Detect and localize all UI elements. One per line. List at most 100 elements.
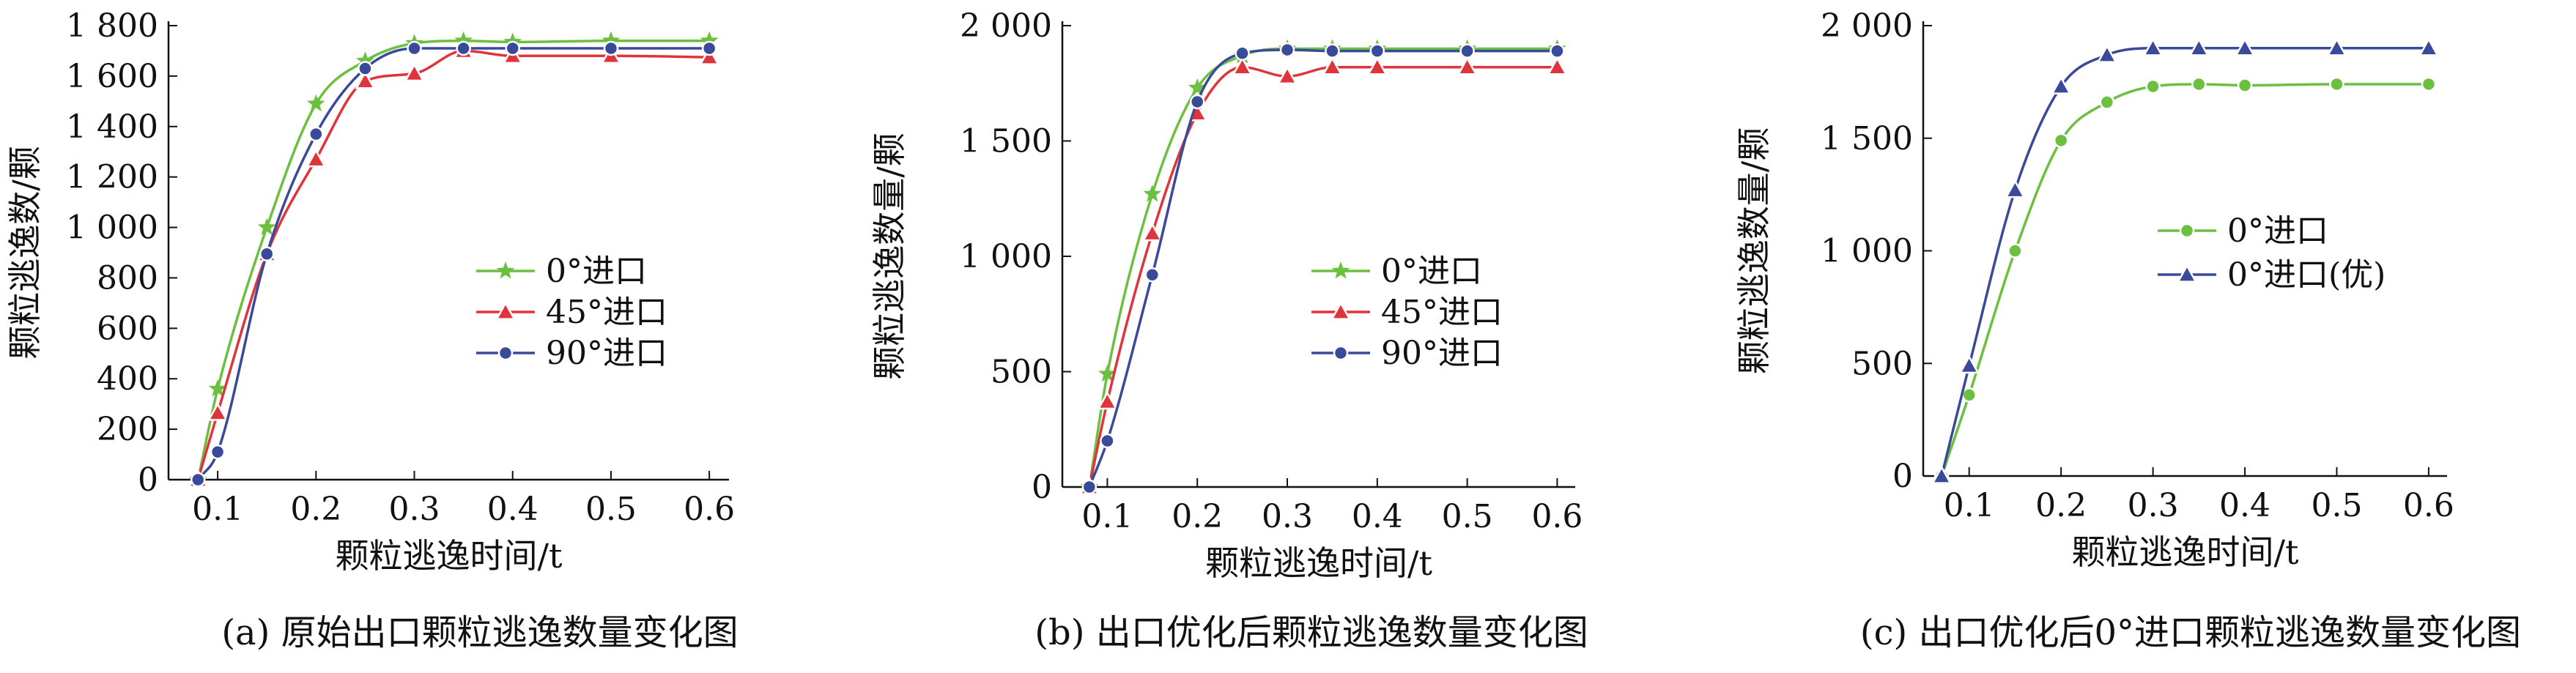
data-point	[2418, 37, 2440, 56]
x-tick-label: 0.6	[2403, 487, 2454, 524]
data-point	[1188, 78, 1207, 96]
data-point	[602, 31, 621, 49]
data-point	[2234, 37, 2256, 56]
data-point	[699, 46, 720, 65]
data-point	[1098, 364, 1117, 382]
data-point	[456, 40, 471, 56]
data-point	[1931, 465, 1953, 484]
x-tick-label: 0.5	[585, 491, 637, 528]
chart-a: 0.1 0.2 0.3 0.4 0.5 0.6 0 200 400 600 800 1 000 1 20…	[5, 7, 739, 653]
x-tick-label: 0.2	[1172, 498, 1223, 535]
legend: 0°进口 45°进口 90°进口	[476, 253, 667, 372]
x-axis-title: 颗粒逃逸时间/t	[1205, 543, 1432, 583]
x-tick-label: 0.4	[1352, 498, 1403, 535]
x-tick-label: 0.1	[1944, 487, 1995, 524]
y-tick-label: 1 500	[1821, 120, 1913, 157]
y-tick-label: 200	[97, 411, 158, 448]
data-point	[1322, 56, 1343, 75]
data-point	[355, 70, 376, 89]
legend-label: 0°进口	[2227, 212, 2328, 250]
y-tick-label: 800	[97, 259, 158, 297]
data-point	[1189, 94, 1205, 110]
data-point	[1958, 354, 1980, 374]
data-point	[1081, 479, 1098, 495]
data-point	[603, 40, 619, 56]
x-axis-title: 颗粒逃逸时间/t	[336, 536, 563, 576]
data-point	[1097, 390, 1118, 410]
y-tick-label: 0	[138, 461, 158, 499]
legend-marker	[496, 261, 515, 279]
x-tick-label: 0.4	[2219, 487, 2270, 524]
y-tick-label: 500	[1851, 345, 1913, 382]
data-point	[407, 40, 422, 56]
data-point	[2051, 75, 2072, 94]
legend-label: 45°进口	[1381, 294, 1503, 331]
x-tick-label: 0.5	[2311, 487, 2362, 524]
data-point	[1279, 42, 1295, 58]
x-tick-label: 0.3	[389, 491, 440, 528]
data-point	[308, 126, 324, 142]
data-point	[1235, 45, 1250, 62]
caption: (c) 出口优化后0°进口颗粒逃逸数量变化图	[1860, 612, 2521, 653]
data-point	[1961, 387, 1977, 403]
y-tick-label: 2 000	[960, 7, 1052, 45]
data-point	[1459, 43, 1475, 59]
legend-marker	[495, 301, 517, 320]
data-point	[210, 444, 226, 460]
y-tick-label: 500	[991, 354, 1052, 391]
y-tick-label: 0	[1892, 458, 1913, 495]
legend-label: 0°进口	[1381, 253, 1482, 290]
legend-label: 90°进口	[546, 335, 667, 372]
data-point	[1325, 43, 1340, 59]
data-point	[307, 94, 325, 112]
caption: (a) 原始出口颗粒逃逸数量变化图	[221, 612, 738, 653]
series-line	[1088, 48, 1558, 488]
legend-marker	[2179, 223, 2195, 239]
series	[1081, 42, 1565, 495]
data-point	[1276, 65, 1298, 85]
y-tick-label: 1 400	[66, 108, 158, 146]
data-point	[505, 40, 520, 56]
data-point	[1366, 56, 1388, 75]
legend: 0°进口 45°进口 90°进口	[1311, 253, 1503, 372]
data-point	[2326, 37, 2347, 56]
legend-marker	[1331, 261, 1350, 279]
legend-marker	[1333, 345, 1349, 361]
series	[1931, 37, 2440, 484]
x-tick-label: 0.6	[1531, 498, 1583, 535]
legend-marker	[497, 345, 514, 361]
y-tick-label: 1 200	[66, 159, 158, 196]
data-point	[207, 402, 229, 421]
data-point	[358, 61, 373, 76]
data-point	[2329, 76, 2344, 92]
y-tick-label: 1 600	[66, 58, 158, 95]
data-point	[701, 40, 717, 56]
data-point	[356, 51, 374, 69]
x-tick-label: 0.1	[192, 491, 243, 528]
x-tick-label: 0.2	[290, 491, 341, 528]
data-point	[2191, 76, 2207, 92]
chart-b: 0.1 0.2 0.3 0.4 0.5 0.6 0 500 1 000 1 500 2 000 颗粒逃…	[870, 7, 1588, 653]
series	[190, 40, 717, 488]
data-point	[404, 62, 425, 82]
data-point	[1550, 43, 1565, 59]
legend-label: 0°进口	[546, 253, 647, 290]
x-tick-label: 0.5	[1442, 498, 1493, 535]
y-tick-label: 0	[1032, 469, 1052, 506]
data-point	[1547, 56, 1568, 75]
data-point	[257, 217, 276, 236]
data-point	[454, 31, 473, 49]
data-point	[700, 31, 719, 49]
y-axis-title: 颗粒逃逸数量/颗	[870, 133, 909, 380]
data-point	[2096, 44, 2118, 63]
y-tick-label: 400	[97, 360, 158, 398]
data-point	[1141, 222, 1163, 242]
data-point	[2005, 179, 2026, 198]
data-point	[2188, 37, 2210, 56]
y-tick-label: 1 000	[66, 209, 158, 247]
y-tick-label: 2 000	[1821, 7, 1913, 45]
data-point	[306, 148, 327, 168]
data-point	[2142, 37, 2164, 56]
